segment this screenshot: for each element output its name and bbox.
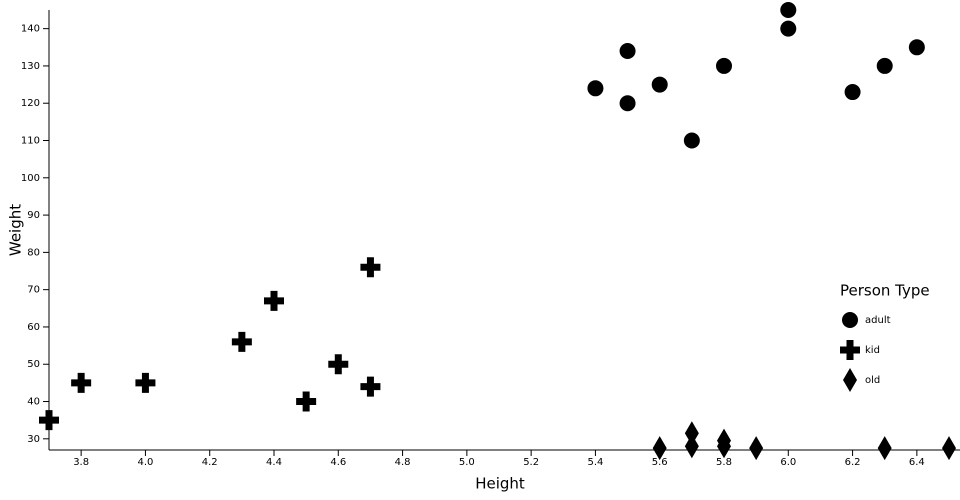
point-cross [71,372,92,393]
point-cross [296,391,317,412]
point-diamond [942,436,956,461]
point-diamond [717,434,731,459]
y-axis-title: Weight [7,204,25,256]
point-cross [231,331,252,352]
x-tick-label: 5.0 [459,457,475,468]
point-diamond [877,436,892,461]
point-circle [844,84,861,101]
legend-symbol [843,368,857,392]
x-tick-label: 4.4 [266,457,282,468]
y-tick-label: 90 [27,210,40,221]
legend-symbol [840,340,860,360]
x-tick-label: 5.6 [652,457,668,468]
point-circle [716,57,732,74]
point-diamond [652,436,667,461]
point-diamond [684,421,699,446]
legend-label: old [865,375,880,386]
point-circle [619,43,636,60]
point-circle [908,39,925,56]
point-diamond [684,434,699,459]
legend-symbol [842,312,858,328]
point-cross [39,410,59,431]
x-tick-label: 6.2 [845,457,861,468]
point-circle [780,20,797,37]
x-tick-label: 4.6 [330,457,346,468]
x-tick-label: 4.8 [395,457,411,468]
x-tick-label: 5.4 [587,457,603,468]
y-tick-label: 100 [21,173,40,184]
x-tick-label: 6.4 [909,457,925,468]
x-tick-label: 3.8 [73,457,89,468]
x-tick-label: 5.2 [523,457,539,468]
point-circle [876,57,893,74]
legend-label: adult [865,315,891,326]
y-tick-label: 70 [27,285,40,296]
point-cross [135,372,156,393]
y-tick-label: 110 [21,136,40,147]
y-tick-label: 120 [21,98,40,109]
x-tick-label: 6.0 [780,457,796,468]
point-circle [780,2,797,18]
point-circle [651,76,668,93]
legend-title: Person Type [840,282,930,300]
point-cross [360,376,381,397]
point-circle [587,80,604,97]
x-axis-title: Height [475,475,525,493]
point-cross [360,257,381,278]
point-diamond [749,436,764,461]
y-tick-label: 80 [27,247,40,258]
legend-label: kid [865,345,880,356]
point-circle [619,95,636,112]
x-tick-label: 4.0 [137,457,153,468]
y-tick-label: 60 [27,322,40,333]
point-circle [683,132,700,149]
y-tick-label: 50 [27,359,40,370]
x-tick-label: 5.8 [716,457,732,468]
y-tick-label: 40 [27,397,40,408]
point-cross [264,290,284,311]
y-tick-label: 140 [21,24,40,35]
y-tick-label: 130 [21,61,40,72]
y-tick-label: 30 [27,434,40,445]
x-tick-label: 4.2 [202,457,218,468]
point-cross [328,354,349,375]
